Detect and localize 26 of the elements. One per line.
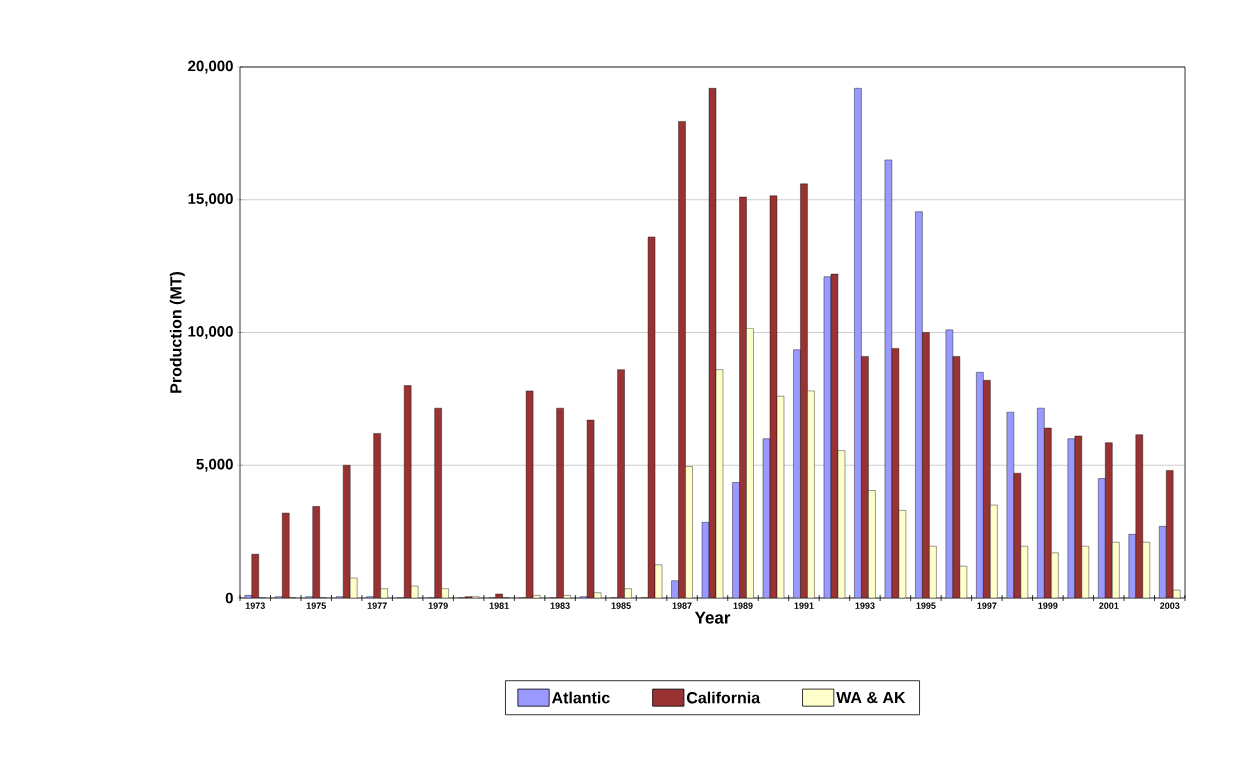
legend-label: WA & AK <box>836 691 906 704</box>
x-tick-label: 2003 <box>1160 602 1180 609</box>
x-tick-label: 1989 <box>733 602 753 609</box>
y-axis-title: Production (MT) <box>169 271 185 393</box>
x-tick-label: 1999 <box>1038 602 1058 609</box>
x-axis-title: Year <box>694 611 731 624</box>
x-tick-label: 1979 <box>428 602 448 609</box>
legend-label: California <box>686 691 761 704</box>
y-tick-label: 0 <box>225 592 233 604</box>
y-tick-label: 15,000 <box>188 193 233 207</box>
x-tick-label: 1991 <box>794 602 814 609</box>
x-tick-label: 1987 <box>672 602 692 609</box>
x-tick-label: 1973 <box>245 602 265 609</box>
y-tick-label: 5,000 <box>196 458 233 472</box>
x-tick-label: 1997 <box>977 602 997 609</box>
y-tick-label: 10,000 <box>188 326 233 339</box>
y-tick-label: 20,000 <box>188 60 233 74</box>
legend-label: Atlantic <box>551 691 610 704</box>
x-tick-label: 1975 <box>306 602 326 609</box>
x-tick-label: 1993 <box>855 602 875 609</box>
x-tick-label: 1981 <box>489 602 509 609</box>
x-tick-label: 2001 <box>1099 602 1119 609</box>
x-tick-label: 1977 <box>367 602 387 609</box>
x-tick-label: 1985 <box>611 602 631 609</box>
x-tick-label: 1983 <box>550 602 570 609</box>
x-tick-label: 1995 <box>916 602 936 609</box>
